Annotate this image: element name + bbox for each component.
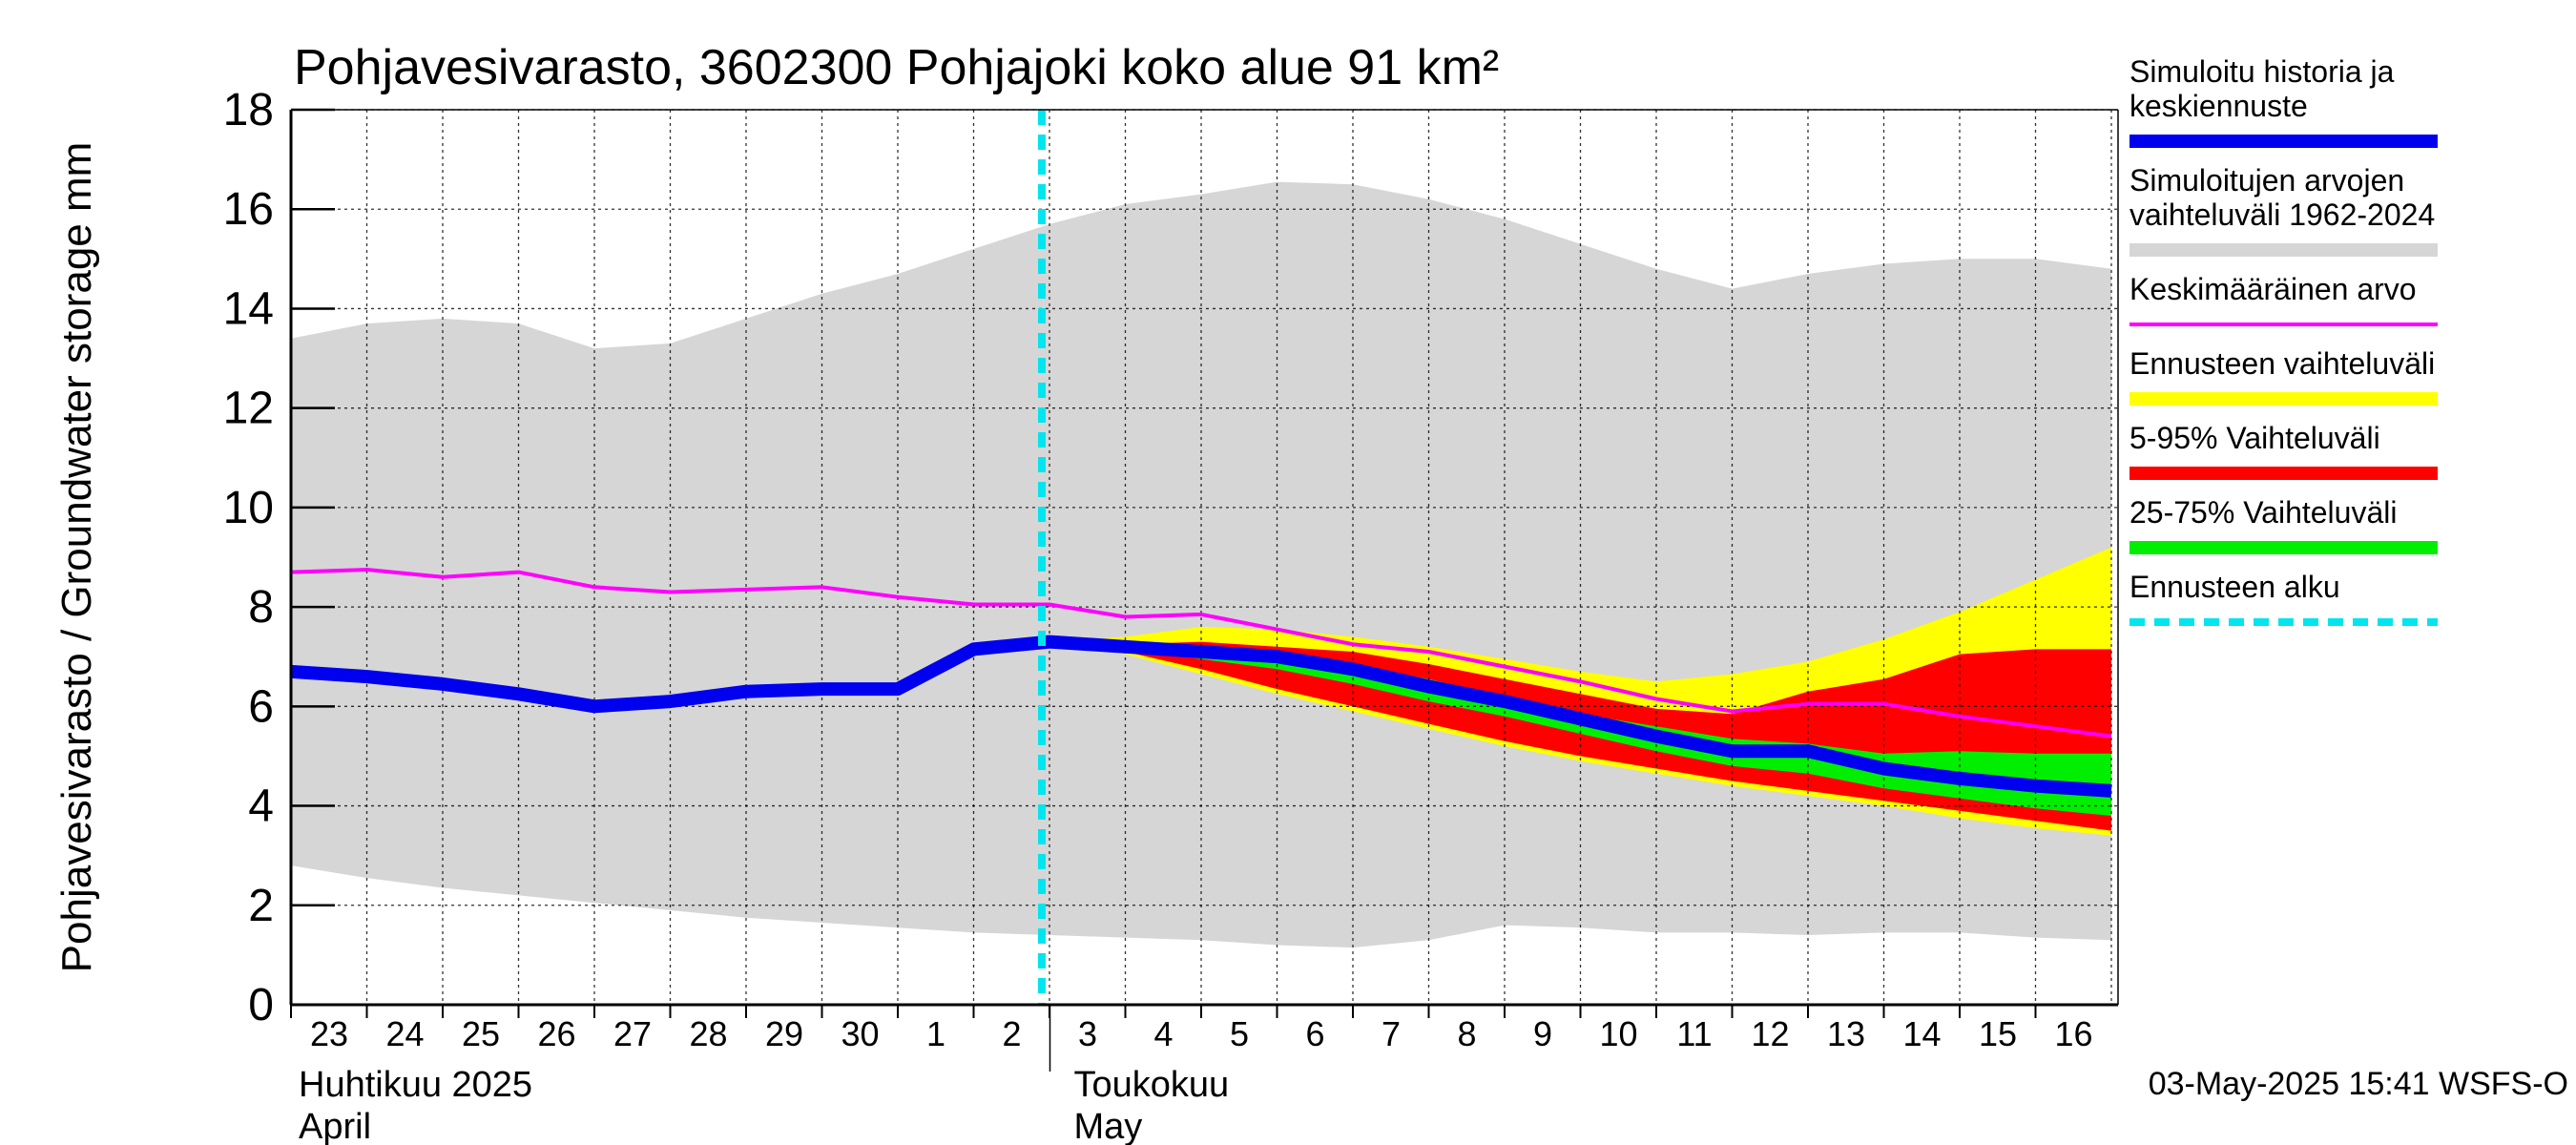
x-tick-label: 5 bbox=[1230, 1014, 1249, 1053]
x-tick-label: 30 bbox=[841, 1014, 879, 1053]
x-tick-label: 2 bbox=[1002, 1014, 1021, 1053]
month-label-en: May bbox=[1074, 1107, 1143, 1145]
y-tick-label: 6 bbox=[248, 681, 274, 732]
legend-label: Keskimääräinen arvo bbox=[2129, 272, 2417, 306]
axes bbox=[289, 109, 2119, 1007]
x-tick-label: 29 bbox=[765, 1014, 803, 1053]
y-tick-label: 8 bbox=[248, 582, 274, 633]
y-tick-label: 10 bbox=[223, 483, 274, 533]
x-tick-label: 26 bbox=[537, 1014, 575, 1053]
x-tick-label: 13 bbox=[1827, 1014, 1865, 1053]
x-tick-label: 14 bbox=[1902, 1014, 1941, 1053]
footer-timestamp: 03-May-2025 15:41 WSFS-O bbox=[2149, 1066, 2568, 1102]
y-tick-labels: 0 2 4 6 8 10 12 14 16 18 bbox=[223, 85, 335, 1030]
x-tick-label: 3 bbox=[1078, 1014, 1097, 1053]
x-tick-label: 27 bbox=[613, 1014, 652, 1053]
legend-label: Ennusteen vaihteluväli bbox=[2129, 346, 2435, 381]
legend-label: Ennusteen alku bbox=[2129, 570, 2340, 604]
x-tick-label: 28 bbox=[689, 1014, 727, 1053]
legend-label: keskiennuste bbox=[2129, 89, 2308, 123]
x-tick-label: 11 bbox=[1676, 1014, 1712, 1053]
x-tick-label: 6 bbox=[1305, 1014, 1324, 1053]
x-tick-label: 16 bbox=[2054, 1014, 2092, 1053]
y-tick-label: 14 bbox=[223, 283, 274, 334]
legend-label: Simuloitu historia ja bbox=[2129, 54, 2395, 89]
p25-75-band bbox=[1049, 641, 2111, 816]
x-tick-label: 10 bbox=[1599, 1014, 1637, 1053]
y-axis-label: Pohjavesivarasto / Groundwater storage m… bbox=[53, 142, 100, 973]
data-lines bbox=[291, 110, 2112, 1005]
x-tick-label: 23 bbox=[310, 1014, 348, 1053]
legend-label: Simuloitujen arvojen bbox=[2129, 163, 2404, 198]
legend-label: vaihteluväli 1962-2024 bbox=[2129, 198, 2435, 232]
y-tick-label: 2 bbox=[248, 881, 274, 931]
month-label-fi: Toukokuu bbox=[1074, 1065, 1230, 1105]
y-tick-label: 16 bbox=[223, 184, 274, 235]
y-tick-label: 18 bbox=[223, 85, 274, 135]
simulated-line bbox=[291, 635, 2112, 798]
month-label-fi: Huhtikuu 2025 bbox=[299, 1065, 532, 1105]
month-label-en: April bbox=[299, 1107, 371, 1145]
x-tick-label: 25 bbox=[462, 1014, 500, 1053]
x-tick-label: 9 bbox=[1533, 1014, 1552, 1053]
grid-lines bbox=[291, 109, 2118, 1005]
x-tick-label: 8 bbox=[1457, 1014, 1476, 1053]
x-tick-label: 15 bbox=[1979, 1014, 2017, 1053]
x-tick-label: 7 bbox=[1381, 1014, 1401, 1053]
chart-title: Pohjavesivarasto, 3602300 Pohjajoki koko… bbox=[294, 40, 1499, 95]
x-tick-label: 24 bbox=[385, 1014, 424, 1053]
x-tick-label: 12 bbox=[1751, 1014, 1789, 1053]
y-tick-label: 4 bbox=[248, 781, 274, 832]
p5-95-band bbox=[1049, 641, 2111, 831]
legend-label: 25-75% Vaihteluväli bbox=[2129, 495, 2397, 530]
y-tick-label: 12 bbox=[223, 384, 274, 434]
legend-label: 5-95% Vaihteluväli bbox=[2129, 421, 2380, 455]
y-tick-label: 0 bbox=[248, 980, 274, 1030]
mean-line bbox=[291, 568, 2112, 739]
x-tick-label: 4 bbox=[1153, 1014, 1173, 1053]
x-tick-label: 1 bbox=[926, 1014, 945, 1053]
x-tick-labels: 23 24 25 26 27 28 29 30 1 2 3 4 5 6 7 8 9 10 11 12 13 14 15 16H… bbox=[290, 1005, 2093, 1145]
